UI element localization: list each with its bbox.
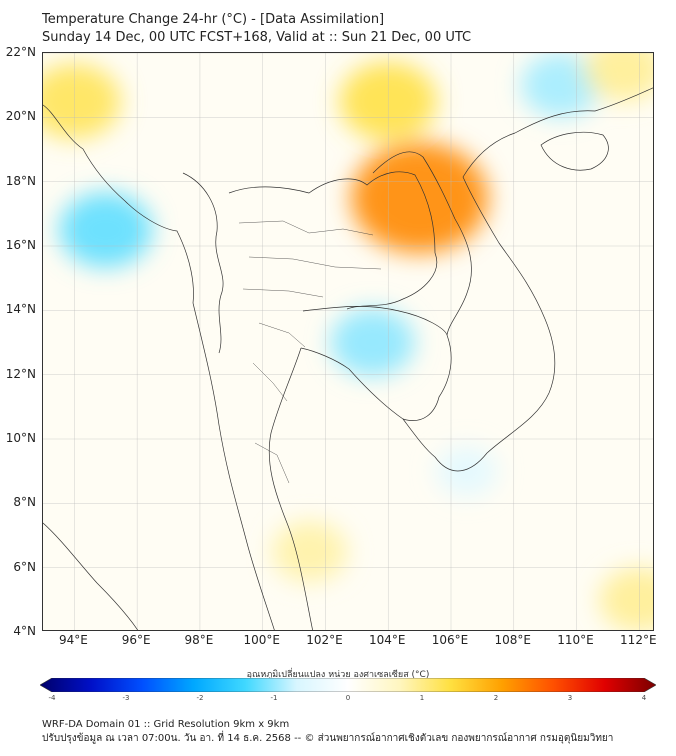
- colorbar-tick-label: -2: [196, 694, 204, 702]
- colorbar-tick-label: -3: [122, 694, 130, 702]
- temperature-change-map: [43, 53, 653, 630]
- cooling-area: [59, 192, 153, 268]
- cooling-area: [330, 308, 415, 377]
- colorbar-tick-label: -1: [270, 694, 278, 702]
- colorbar: [40, 678, 656, 692]
- graticule: [43, 53, 653, 630]
- border-thailand-myanmar: [182, 172, 224, 354]
- colorbar-tick-label: 0: [345, 694, 351, 702]
- border-laos-vietnam: [372, 151, 472, 336]
- longitude-tick-label: 96°E: [121, 633, 151, 647]
- coastline-vietnam: [434, 132, 556, 472]
- cooling-area: [521, 53, 601, 118]
- longitude-tick-label: 104°E: [368, 633, 406, 647]
- latitude-tick-label: 6°N: [13, 559, 36, 574]
- warming-area: [272, 521, 348, 582]
- colorbar-tick-label: 3: [567, 694, 573, 702]
- latitude-tick-label: 4°N: [13, 624, 36, 638]
- warming-area: [43, 63, 121, 139]
- warming-area: [599, 567, 653, 630]
- colorbar-gradient: [40, 678, 656, 692]
- longitude-tick-label: 102°E: [306, 633, 343, 647]
- model-info: WRF-DA Domain 01 :: Grid Resolution 9km …: [42, 719, 290, 730]
- longitude-tick-label: 106°E: [431, 633, 469, 647]
- map-title: Temperature Change 24-hr (°C) - [Data As…: [42, 12, 385, 27]
- colorbar-label: อุณหภูมิเปลี่ยนแปลง หน่วย องศาเซลเซียส (…: [246, 670, 430, 680]
- coastlines-and-borders: [43, 87, 653, 630]
- longitude-tick-label: 98°E: [184, 633, 214, 647]
- longitude-tick-label: 112°E: [620, 633, 657, 647]
- map-panel: [42, 52, 654, 631]
- border-thailand-laos: [228, 171, 438, 310]
- coastline-myanmar-west: [43, 104, 194, 304]
- latitude-tick-label: 14°N: [5, 302, 36, 317]
- colorbar-tick-label: -4: [48, 694, 56, 702]
- longitude-tick-label: 94°E: [58, 633, 88, 647]
- colorbar-tick-label: 1: [419, 694, 425, 702]
- update-credit: ปรับปรุงข้อมูล ณ เวลา 07:00น. วัน อา. ที…: [42, 733, 614, 744]
- longitude-tick-label: 100°E: [243, 633, 280, 647]
- coastline-hainan: [540, 131, 609, 171]
- border-cambodia: [302, 306, 452, 421]
- longitude-tick-label: 110°E: [557, 633, 594, 647]
- longitude-tick-label: 108°E: [494, 633, 532, 647]
- colorbar-tick-label: 4: [641, 694, 647, 702]
- map-subtitle: Sunday 14 Dec, 00 UTC FCST+168, Valid at…: [42, 30, 472, 45]
- warming-area: [351, 142, 489, 254]
- latitude-tick-label: 20°N: [5, 109, 36, 124]
- coastline-andaman: [192, 302, 275, 630]
- latitude-tick-label: 12°N: [5, 366, 36, 381]
- temperature-field: [43, 53, 653, 630]
- coastline-gulf-east: [300, 347, 436, 458]
- coastline-china: [514, 87, 653, 134]
- latitude-tick-label: 18°N: [5, 173, 36, 188]
- latitude-tick-label: 8°N: [13, 495, 36, 510]
- colorbar-tick-label: 2: [493, 694, 499, 702]
- cooling-area: [435, 446, 498, 497]
- latitude-tick-label: 10°N: [5, 431, 36, 445]
- latitude-tick-label: 16°N: [5, 238, 36, 252]
- coastline-gulf-west: [268, 347, 313, 630]
- latitude-tick-label: 22°N: [5, 45, 36, 59]
- coastline-sumatra: [43, 522, 139, 630]
- admin-lines-thailand: [238, 220, 382, 484]
- warming-area: [583, 53, 653, 102]
